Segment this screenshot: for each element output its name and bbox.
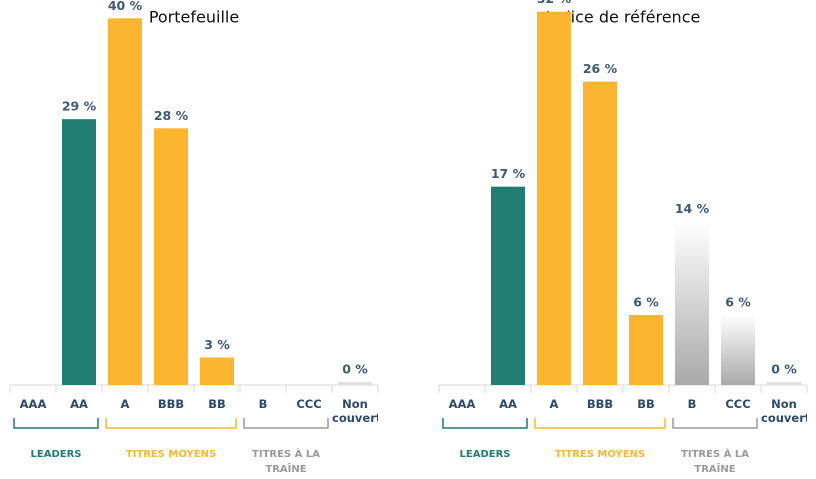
value-label: 28 %: [154, 108, 189, 123]
group-label: TITRES MOYENS: [125, 449, 217, 460]
group-label-box: TITRES À LA TRAÎNE: [252, 449, 320, 475]
group-label-box: TITRES À LA TRAÎNE: [681, 449, 749, 475]
value-label: 14 %: [675, 201, 710, 216]
value-label: 6 %: [725, 295, 751, 310]
group-bracket: [243, 418, 329, 429]
chart-title: Portefeuille: [149, 8, 239, 27]
x-tick-label-box: A: [549, 397, 559, 411]
group-label: LEADERS: [30, 449, 82, 460]
x-tick-label: AA: [70, 397, 88, 411]
bar: [108, 18, 142, 385]
group-bracket: [672, 418, 758, 429]
x-tick-label: CCC: [725, 397, 751, 411]
x-tick-label: BB: [637, 397, 655, 411]
x-tick-label: A: [120, 397, 130, 411]
x-tick-label: B: [687, 397, 697, 411]
bar: [62, 119, 96, 386]
group-label-box: TITRES MOYENS: [554, 449, 646, 460]
x-tick-label-box: BB: [637, 397, 655, 411]
x-tick-label: BBB: [157, 397, 185, 411]
value-label: 3 %: [204, 337, 230, 352]
x-tick-label: BB: [208, 397, 226, 411]
bar: [154, 128, 188, 386]
group-label-box: LEADERS: [30, 449, 82, 460]
x-tick-label-box: Non couvert: [332, 397, 378, 425]
x-tick-label: Non couvert: [332, 397, 378, 425]
x-tick-label-box: AA: [70, 397, 88, 411]
x-tick-label-box: BBB: [157, 397, 185, 411]
group-label: TITRES À LA TRAÎNE: [681, 449, 749, 475]
bar: [721, 315, 755, 385]
x-tick-label: AA: [499, 397, 517, 411]
value-label: 29 %: [62, 99, 97, 114]
x-tick-label: A: [549, 397, 559, 411]
value-label: 0 %: [771, 362, 797, 377]
bar: [491, 186, 525, 385]
x-tick-label-box: AA: [499, 397, 517, 411]
value-label: 26 %: [583, 61, 618, 76]
value-label: 0 %: [342, 362, 368, 377]
bar: [675, 221, 709, 385]
x-tick-label-box: B: [687, 397, 697, 411]
x-tick-label-box: B: [258, 397, 268, 411]
x-tick-label-box: CCC: [296, 397, 322, 411]
x-tick-label-box: Non couvert: [761, 397, 807, 425]
bar: [629, 315, 663, 385]
x-tick-label-box: BB: [208, 397, 226, 411]
x-tick-label: BBB: [586, 397, 614, 411]
group-bracket: [442, 418, 528, 429]
value-label: 6 %: [633, 295, 659, 310]
bar: [767, 382, 801, 385]
bar: [583, 81, 617, 386]
chart-title: Indice de référence: [546, 8, 701, 27]
value-label: 17 %: [491, 166, 526, 181]
x-tick-label-box: AAA: [448, 397, 476, 411]
x-tick-label-box: CCC: [725, 397, 751, 411]
group-label: LEADERS: [459, 449, 511, 460]
group-label: TITRES MOYENS: [554, 449, 646, 460]
x-tick-label-box: BBB: [586, 397, 614, 411]
x-tick-label-box: A: [120, 397, 130, 411]
group-bracket: [105, 418, 237, 429]
x-tick-label: AAA: [19, 397, 47, 411]
bar: [200, 357, 234, 385]
group-bracket: [534, 418, 666, 429]
group-bracket: [13, 418, 99, 429]
group-label: TITRES À LA TRAÎNE: [252, 449, 320, 475]
bar: [338, 382, 372, 385]
value-label: 40 %: [108, 0, 143, 13]
value-label: 32 %: [537, 0, 572, 6]
group-label-box: LEADERS: [459, 449, 511, 460]
bar: [537, 11, 571, 386]
group-label-box: TITRES MOYENS: [125, 449, 217, 460]
x-tick-label: AAA: [448, 397, 476, 411]
x-tick-label: Non couvert: [761, 397, 807, 425]
x-tick-label: B: [258, 397, 268, 411]
x-tick-label: CCC: [296, 397, 322, 411]
x-tick-label-box: AAA: [19, 397, 47, 411]
